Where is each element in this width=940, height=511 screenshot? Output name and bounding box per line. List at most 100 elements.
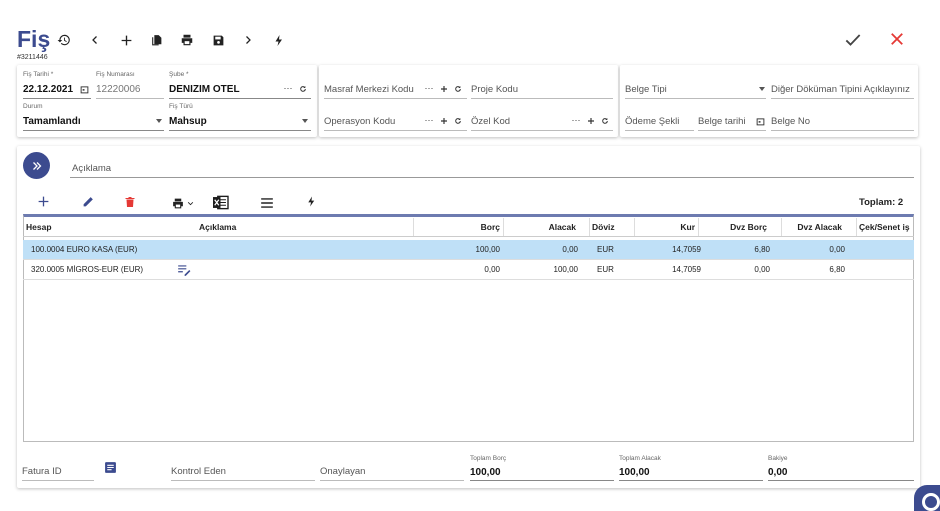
toplam-borc-value: 100,00 [470,467,501,478]
fis-turu-select[interactable]: Mahsup [169,116,207,127]
refresh-icon[interactable] [600,116,610,126]
toplam-alacak-label: Toplam Alacak [619,455,661,462]
cell-dvz-alacak: 6,80 [829,265,845,274]
flash-icon[interactable] [306,195,318,209]
close-icon[interactable] [888,30,908,50]
edit-pencil-icon[interactable] [82,195,96,209]
grid-frame [23,214,914,442]
print-menu-button[interactable] [171,196,201,210]
fis-turu-label: Fiş Türü [169,103,193,110]
col-aciklama[interactable]: Açıklama [199,222,237,232]
belge-no-input[interactable]: Belge No [771,116,811,127]
refresh-icon[interactable] [298,84,308,94]
cell-doviz: EUR [597,245,614,254]
table-row[interactable]: 320.0005 MİGROS-EUR (EUR) 0,00 100,00 EU… [23,260,914,280]
durum-label: Durum [23,103,43,110]
document-card: Belge Tipi Diğer Döküman Tipini Açıklayı… [620,65,918,137]
flash-icon[interactable] [270,31,288,49]
chevron-down-icon[interactable] [759,87,765,91]
grid-header: Hesap Açıklama Borç Alacak Döviz Kur Dvz… [23,218,914,237]
add-icon[interactable] [117,31,135,49]
confirm-check-icon[interactable] [843,30,863,50]
durum-select[interactable]: Tamamlandı [23,116,81,127]
proje-kodu-input[interactable]: Proje Kodu [471,84,519,95]
fis-numarasi-input[interactable]: 12220006 [96,84,141,95]
sube-input[interactable]: DENIZIM OTEL [169,84,240,95]
codes-card: Masraf Merkezi Kodu ··· Proje Kodu Opera… [319,65,618,137]
col-hesap[interactable]: Hesap [26,222,52,232]
calendar-icon[interactable] [79,84,89,94]
expand-toggle-button[interactable] [23,152,50,179]
save-icon[interactable] [209,31,227,49]
masraf-merkezi-input[interactable]: Masraf Merkezi Kodu [324,84,414,95]
belge-tarihi-input[interactable]: Belge tarihi [698,116,746,127]
more-dots-icon[interactable]: ··· [571,115,581,125]
delete-trash-icon[interactable] [124,195,138,209]
toplam-count: Toplam: 2 [859,197,904,208]
chevron-down-icon [187,201,194,205]
add-row-icon[interactable] [37,195,51,209]
diger-dokuman-input[interactable]: Diğer Döküman Tipini Açıklayınız [771,84,910,95]
print-icon[interactable] [178,31,196,49]
cell-alacak: 0,00 [562,245,578,254]
cell-dvz-borc: 6,80 [754,245,770,254]
excel-export-icon[interactable] [212,195,229,210]
cell-kur: 14,7059 [672,265,701,274]
belge-tipi-select[interactable]: Belge Tipi [625,84,667,95]
chevron-down-icon[interactable] [302,119,308,123]
add-icon[interactable] [439,84,449,94]
cell-kur: 14,7059 [672,245,701,254]
kontrol-eden-input[interactable]: Kontrol Eden [171,466,226,477]
cell-borc: 0,00 [484,265,500,274]
main-card [17,146,920,488]
cell-alacak: 100,00 [553,265,578,274]
fatura-id-input[interactable]: Fatura ID [22,466,62,477]
sube-label: Şube * [169,71,189,78]
document-number: #3211446 [17,54,48,61]
copy-icon[interactable] [147,31,165,49]
refresh-icon[interactable] [453,84,463,94]
aciklama-input[interactable]: Açıklama [72,163,112,174]
document-list-icon[interactable] [104,461,117,474]
more-dots-icon[interactable]: ··· [424,115,434,125]
toplam-borc-label: Toplam Borç [470,455,507,462]
refresh-icon[interactable] [453,116,463,126]
add-icon[interactable] [439,116,449,126]
add-icon[interactable] [586,116,596,126]
col-dvz-alacak[interactable]: Dvz Alacak [797,222,842,232]
more-dots-icon[interactable]: ··· [283,83,293,93]
history-icon[interactable] [55,31,73,49]
col-borc[interactable]: Borç [480,222,500,232]
back-icon[interactable] [86,31,104,49]
chat-fab-button[interactable] [914,485,940,511]
odeme-sekli-input[interactable]: Ödeme Şekli [625,116,680,127]
chat-icon [922,493,940,511]
onaylayan-input[interactable]: Onaylayan [320,466,366,477]
bakiye-value: 0,00 [768,467,788,478]
calendar-icon[interactable] [755,116,765,126]
edit-note-icon[interactable] [177,264,191,276]
operasyon-kodu-input[interactable]: Operasyon Kodu [324,116,396,127]
menu-lines-icon[interactable] [260,196,274,208]
chevron-down-icon[interactable] [156,119,162,123]
col-dvz-borc[interactable]: Dvz Borç [730,222,767,232]
fis-numarasi-label: Fiş Numarası [96,71,135,78]
ozel-kod-input[interactable]: Özel Kod [471,116,511,127]
col-alacak[interactable]: Alacak [548,222,576,232]
fis-tarihi-input[interactable]: 22.12.2021 [23,84,74,95]
general-info-card: Fiş Tarihi * 22.12.2021 Fiş Numarası 122… [17,65,317,137]
table-row[interactable]: 100.0004 EURO KASA (EUR) 100,00 0,00 EUR… [23,240,914,260]
cell-hesap: 320.0005 MİGROS-EUR (EUR) [31,265,144,274]
forward-icon[interactable] [239,31,257,49]
toplam-alacak-value: 100,00 [619,467,650,478]
col-kur[interactable]: Kur [680,222,695,232]
cell-aciklama [196,240,413,259]
bakiye-label: Bakiye [768,455,788,462]
col-doviz[interactable]: Döviz [592,222,615,232]
col-cek-senet[interactable]: Çek/Senet iş [859,222,910,232]
cell-hesap: 100.0004 EURO KASA (EUR) [31,245,138,254]
fis-tarihi-label: Fiş Tarihi * [23,71,54,78]
cell-dvz-borc: 0,00 [754,265,770,274]
more-dots-icon[interactable]: ··· [424,83,434,93]
double-chevron-right-icon [32,161,41,170]
